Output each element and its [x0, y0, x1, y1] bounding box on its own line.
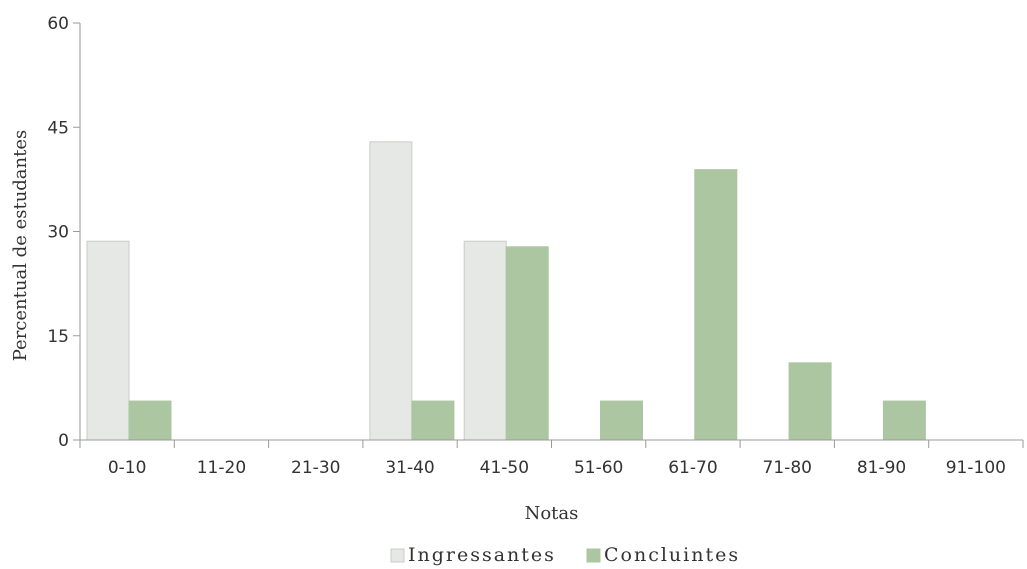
x-tick-label: 31-40 — [385, 458, 434, 478]
legend-swatch-concluintes — [586, 548, 601, 563]
x-tick-label: 81-90 — [857, 458, 906, 478]
bar-concluintes-51-60 — [600, 400, 643, 441]
x-tick-label: 51-60 — [574, 458, 623, 478]
legend: Ingressantes Concluintes — [390, 544, 740, 566]
y-tick-label: 30 — [47, 223, 69, 243]
x-tick-label: 11-20 — [197, 458, 246, 478]
x-tick-label: 41-50 — [480, 458, 529, 478]
bar-concluintes-71-80 — [788, 362, 832, 441]
x-axis-ticks: 0-10 11-20 21-30 31-40 41-50 51-60 61-70 71-80 8… — [79, 440, 1024, 478]
bar-concluintes-61-70 — [694, 169, 738, 441]
legend-label-ingressantes: Ingressantes — [408, 544, 556, 566]
y-tick-label: 60 — [47, 14, 69, 34]
bar-ingressantes-41-50 — [463, 240, 507, 441]
x-tick-label: 61-70 — [668, 458, 717, 478]
x-tick-label: 71-80 — [763, 458, 812, 478]
x-tick-label: 21-30 — [291, 458, 340, 478]
bar-ingressantes-0-10 — [86, 240, 130, 441]
x-tick-label: 0-10 — [108, 458, 147, 478]
legend-swatch-ingressantes — [390, 548, 405, 563]
bars — [86, 141, 926, 441]
y-tick-label: 45 — [47, 118, 69, 138]
y-axis-title: Percentual de estudantes — [10, 130, 31, 362]
bar-concluintes-81-90 — [882, 400, 926, 441]
x-axis-title: Notas — [525, 503, 579, 524]
x-tick-label: 91-100 — [946, 458, 1006, 478]
legend-label-concluintes: Concluintes — [604, 544, 740, 566]
bar-concluintes-0-10 — [128, 400, 172, 441]
bar-concluintes-41-50 — [505, 246, 549, 441]
y-tick-label: 0 — [58, 431, 69, 451]
y-axis-ticks: 0 15 30 45 60 — [47, 14, 80, 451]
bar-ingressantes-31-40 — [369, 141, 413, 441]
bar-concluintes-31-40 — [411, 400, 455, 441]
y-tick-label: 15 — [47, 327, 69, 347]
